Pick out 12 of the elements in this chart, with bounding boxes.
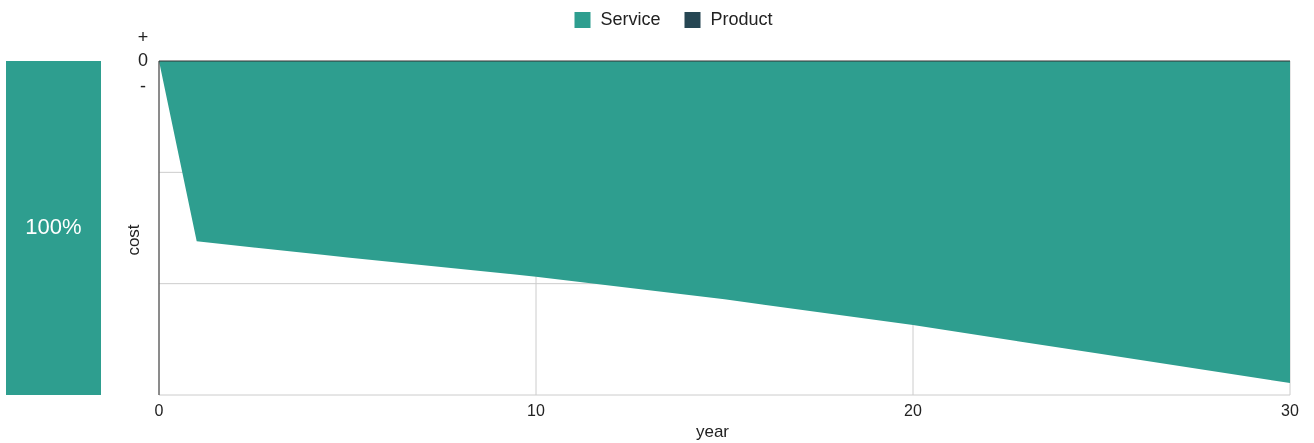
legend-label: Service	[600, 8, 661, 29]
x-tick-label: 10	[527, 402, 545, 419]
data-label: 100%	[25, 213, 82, 239]
text: 0	[137, 49, 149, 70]
text: +	[137, 26, 149, 47]
x-tick-label: 30	[1281, 402, 1299, 419]
x-tick-label: 0	[154, 402, 164, 419]
x-tick-label: 20	[904, 402, 922, 419]
x-axis-title: year	[695, 422, 730, 441]
y-axis-title: cost	[124, 224, 143, 256]
text: -	[140, 75, 146, 96]
legend-label: Product	[710, 8, 773, 29]
